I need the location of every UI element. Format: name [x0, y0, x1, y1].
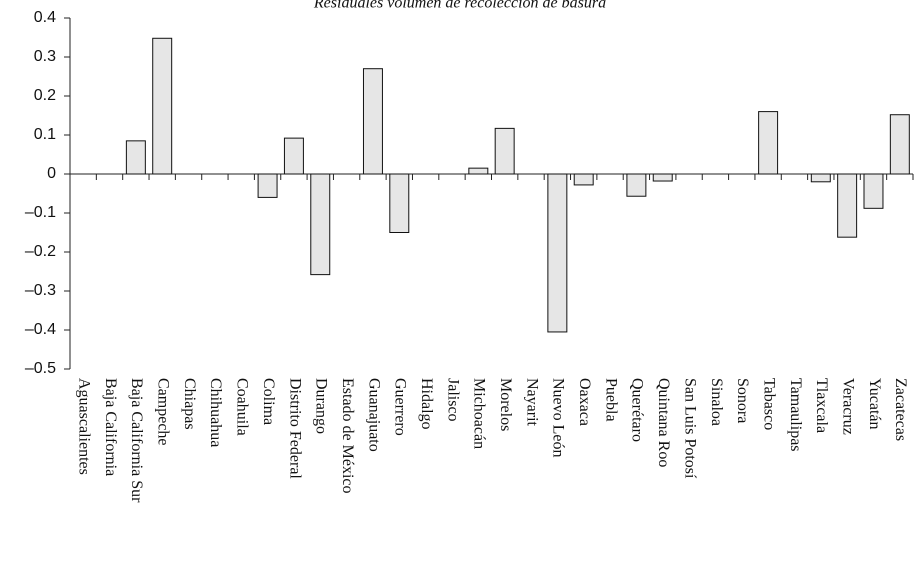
bar: [283, 137, 304, 175]
x-tick-label: Chihuahua: [207, 378, 224, 447]
x-tick-label: Hidalgo: [418, 378, 435, 430]
x-tick-label: Baja California Sur: [128, 378, 145, 503]
bar: [389, 173, 410, 233]
x-tick-label: Michoacán: [471, 378, 488, 449]
bar: [889, 114, 910, 175]
bar: [547, 173, 568, 333]
y-tick-label: –0.4: [25, 321, 56, 338]
bar: [468, 167, 489, 175]
y-tick-label: –0.1: [25, 204, 56, 221]
x-tick-label: Sonora: [734, 378, 751, 423]
x-tick-label: Morelos: [497, 378, 514, 431]
bar: [758, 111, 779, 175]
bar: [573, 173, 594, 186]
x-tick-label: Puebla: [602, 378, 619, 422]
x-tick-label: Nayarit: [523, 378, 540, 427]
bar: [652, 173, 673, 182]
y-tick-label: –0.5: [25, 360, 56, 377]
x-tick-label: Nuevo León: [550, 378, 567, 458]
y-tick-label: 0: [47, 165, 56, 182]
x-tick-label: Veracruz: [839, 378, 856, 435]
bar: [863, 173, 884, 209]
x-tick-label: San Luis Potosí: [681, 378, 698, 479]
bar: [362, 68, 383, 175]
x-tick-label: Jalisco: [444, 378, 461, 422]
bar: [837, 173, 858, 238]
x-tick-label: Chiapas: [181, 378, 198, 430]
x-tick-label: Zacatecas: [892, 378, 909, 441]
x-tick-label: Aguascalientes: [76, 378, 93, 475]
x-tick-label: Quintana Roo: [655, 378, 672, 467]
bar: [257, 173, 278, 198]
y-tick-label: 0.4: [34, 9, 56, 26]
y-tick-label: –0.3: [25, 282, 56, 299]
x-tick-label: Guerrero: [392, 378, 409, 436]
x-tick-label: Estado de México: [339, 378, 356, 494]
x-tick-label: Distrito Federal: [286, 378, 303, 479]
x-tick-label: Baja California: [102, 378, 119, 476]
bar: [810, 173, 831, 183]
x-tick-label: Guanajuato: [365, 378, 382, 452]
x-tick-label: Oaxaca: [576, 378, 593, 426]
x-tick-label: Campeche: [155, 378, 172, 446]
x-tick-label: Tabasco: [760, 378, 777, 430]
bar: [626, 173, 647, 197]
y-tick-label: 0.3: [34, 48, 56, 65]
x-tick-label: Sinaloa: [708, 378, 725, 426]
x-tick-label: Coahuila: [234, 378, 251, 436]
x-tick-label: Colima: [260, 378, 277, 425]
y-tick-label: 0.2: [34, 87, 56, 104]
bar: [310, 173, 331, 276]
x-tick-label: Querétaro: [629, 378, 646, 442]
bar: [494, 127, 515, 175]
x-tick-label: Yucatán: [866, 378, 883, 430]
y-tick-label: 0.1: [34, 126, 56, 143]
bar: [125, 140, 146, 175]
y-tick-label: –0.2: [25, 243, 56, 260]
x-tick-label: Tamaulipas: [787, 378, 804, 452]
x-tick-label: Durango: [313, 378, 330, 434]
bar: [152, 37, 173, 175]
chart-title: Residuales volumen de recolección de bas…: [313, 0, 606, 12]
x-tick-label: Tlaxcala: [813, 378, 830, 433]
